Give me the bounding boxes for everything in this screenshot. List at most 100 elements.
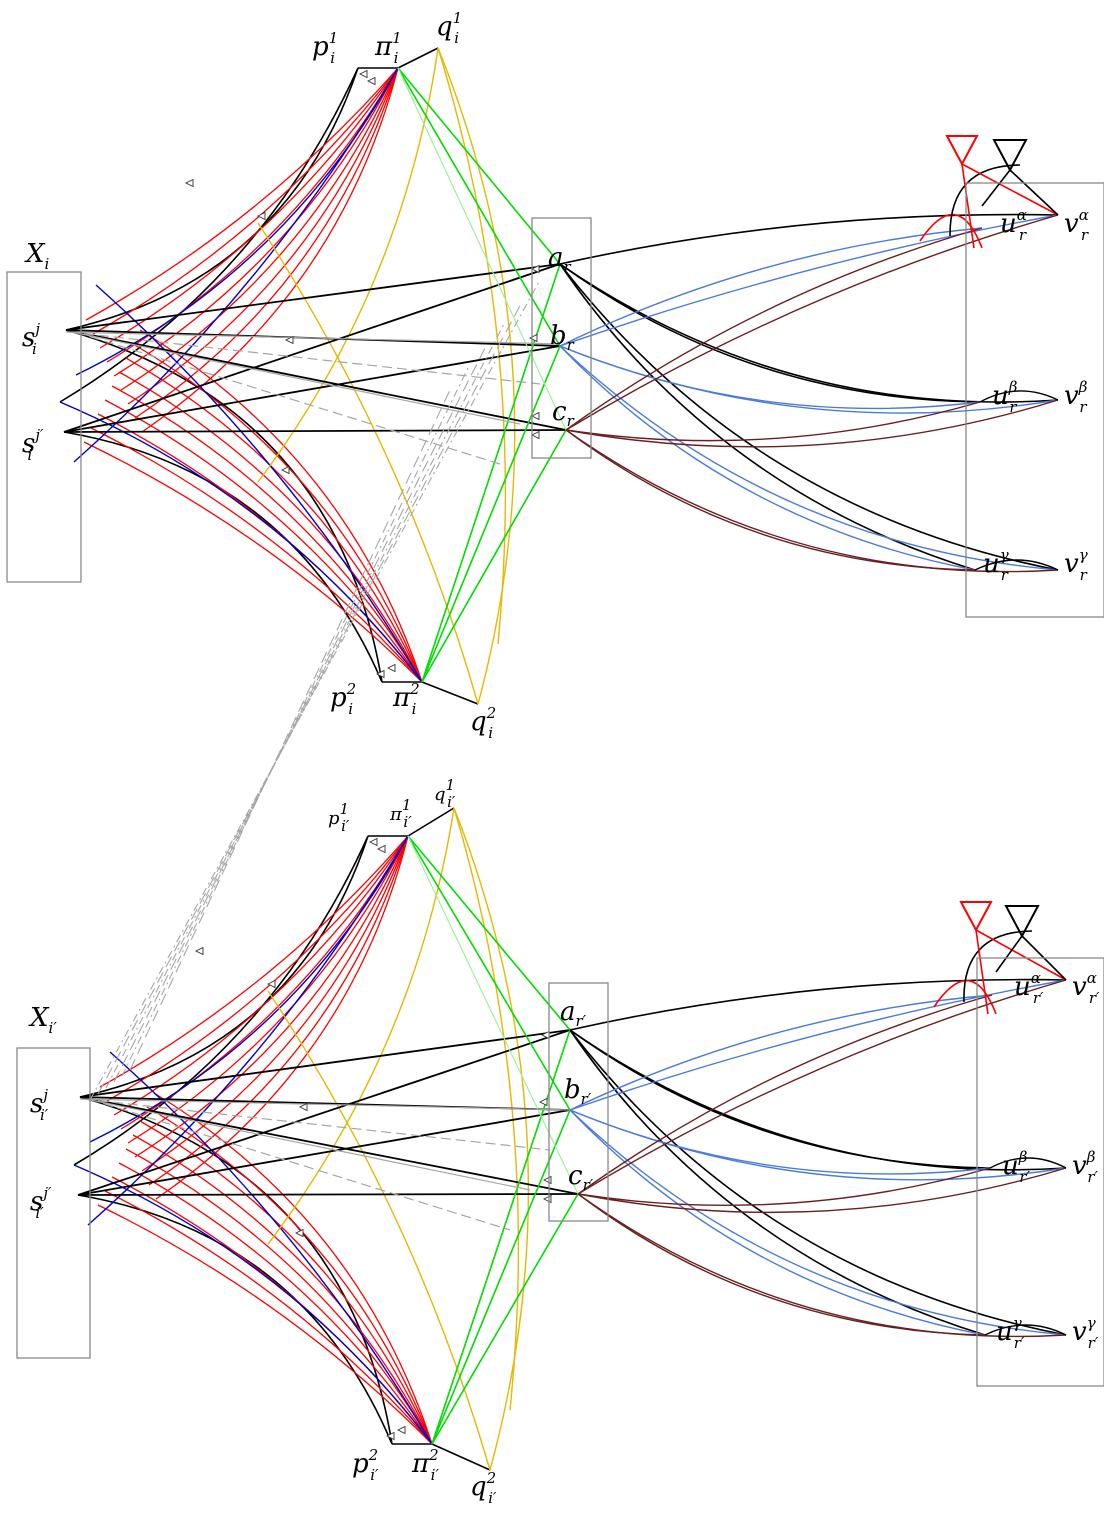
top-q1-label: q1 i: [436, 9, 462, 47]
bot-q1-label-sub: i′: [447, 793, 456, 811]
bot-red-top-5: [134, 835, 409, 1158]
top-blue-1: [95, 284, 423, 683]
top-edge-s1-0: [65, 263, 561, 331]
top-p2-label-sub: i: [348, 700, 353, 718]
top-vg-label-base: v: [1064, 549, 1079, 579]
top-vb-label-base: v: [1064, 381, 1079, 411]
top-red-top-5: [120, 67, 399, 391]
top-p2-label-base: p: [330, 683, 347, 713]
top-vb-label: vβ r: [1064, 378, 1088, 416]
bot-p2-label-sub: i′: [370, 1466, 379, 1484]
cross-dash-1: [97, 301, 523, 1095]
bot-edge-s2-0: [77, 1029, 571, 1196]
top-s2-label-sup: j′: [32, 426, 44, 444]
bot-vg-label-sup: γ: [1087, 1314, 1096, 1332]
top-s2-label: sj′ i: [22, 426, 44, 464]
bot-right-ub-vb: [989, 1157, 1067, 1169]
top-ua-label-base: u: [1000, 209, 1017, 239]
bot-arrow-4: [396, 1425, 406, 1435]
top-right-a-va: [559, 213, 1059, 265]
bot-ug-label: uγ r′: [996, 1314, 1025, 1352]
top-q1-label-base: q: [436, 12, 453, 42]
top-right-ub-vb: [979, 390, 1059, 403]
bot-q2-label-sub: i′: [488, 1489, 497, 1507]
bot-red-bot-8: [153, 1092, 433, 1445]
top-right-black-stem: [981, 169, 1011, 207]
top-q2-label-base: q: [470, 707, 487, 737]
bot-edge-s1-0: [79, 1029, 571, 1098]
bot-arrow-7: [542, 1175, 552, 1185]
top-q1-label-sub: i: [454, 29, 459, 47]
bot-s2-label-base: s: [30, 1187, 43, 1217]
top-blue-3: [73, 67, 399, 463]
bot-s2-label-sub: i′: [35, 1204, 44, 1222]
bot-p1-label-sup: 1: [340, 800, 350, 818]
bot-arrow-8: [542, 1194, 552, 1204]
top-p1-label-base: p: [312, 32, 329, 62]
bot-va-label-base: v: [1072, 972, 1087, 1002]
bot-gray-3: [88, 1098, 511, 1231]
bot-vg-label-base: v: [1072, 1317, 1087, 1347]
top-s1-label-base: s: [22, 323, 35, 353]
bot-vb-label-sub: r′: [1087, 1168, 1098, 1186]
top-red-top-7: [134, 67, 399, 419]
bot-ua-label: uα r′: [1014, 969, 1044, 1007]
bot-yellow-3: [267, 990, 491, 1471]
cross-dash-3: [113, 345, 487, 1083]
bot-pi1-label-sub: i′: [403, 813, 412, 831]
bot-gray-0: [79, 1098, 571, 1111]
top-red-bot-5: [118, 371, 423, 683]
bot-arrow-2: [376, 844, 386, 854]
top-right-b-ua: [559, 227, 983, 347]
top-right-red-stem: [961, 163, 975, 249]
bot-right-c-ua: [577, 994, 993, 1195]
top-va-label: vα r: [1064, 206, 1089, 244]
bot-p1-label-base: p: [328, 808, 340, 829]
top-right-c-ua: [565, 227, 983, 431]
top-q2-label-sup: 2: [486, 704, 497, 722]
top-green-pi1-a: [397, 67, 561, 265]
bot-right-a-ub: [569, 1029, 991, 1169]
top-a-label-sub: r: [564, 258, 572, 276]
top-red-bot-0: [83, 441, 423, 683]
top-vb-label-sup: β: [1078, 378, 1088, 396]
top-right-c-va: [565, 214, 1059, 431]
bot-va-label-sup: α: [1087, 969, 1097, 987]
bot-vg-label-sub: r′: [1088, 1334, 1099, 1352]
top-pi1-label-sub: i: [394, 49, 399, 67]
top-red-top-8: [141, 67, 399, 433]
bot-ua-label-sup: α: [1031, 969, 1041, 987]
top-edge-s2-1: [63, 345, 561, 433]
cross-dash-0: [89, 279, 541, 1101]
edges-layer: [59, 47, 1067, 1471]
bot-pi2-label: π2 i′: [411, 1446, 439, 1484]
bot-arrow-3: [385, 1431, 395, 1441]
bot-gray-2: [85, 1098, 531, 1191]
top-red-bot-6: [125, 357, 423, 683]
bot-red-bot-5: [132, 1134, 433, 1445]
bot-gray-1: [82, 1098, 551, 1151]
bot-s2-label-sup: j′: [40, 1184, 52, 1202]
bot-right-red-triangle: [959, 901, 993, 933]
top-x-box: [6, 271, 82, 583]
bot-q1-label-base: q: [434, 784, 446, 805]
top-x-label: Xi: [24, 239, 50, 273]
bot-x-label-base: X: [28, 1003, 50, 1033]
top-s1-label-sup: j: [32, 320, 40, 338]
bot-vb-label: vβ r′: [1072, 1148, 1099, 1186]
bot-right-red-stem: [975, 929, 989, 1015]
bot-x-label: Xi′: [28, 1003, 57, 1037]
bot-va-label: vα r′: [1072, 969, 1100, 1007]
bot-red-bot-0: [97, 1204, 433, 1445]
bot-blue-2: [89, 835, 409, 1143]
top-ub-label-base: u: [992, 381, 1009, 411]
bot-right-black-stem: [995, 935, 1023, 973]
top-right-b-ug: [559, 345, 976, 571]
top-vb-label-sub: r: [1079, 398, 1087, 416]
top-yellow-3: [257, 222, 479, 705]
top-red-top-1: [92, 67, 399, 335]
bot-green-pi2-b: [431, 1109, 571, 1445]
bot-red-bot-4: [125, 1148, 433, 1445]
top-right-c-vg: [565, 429, 1059, 573]
